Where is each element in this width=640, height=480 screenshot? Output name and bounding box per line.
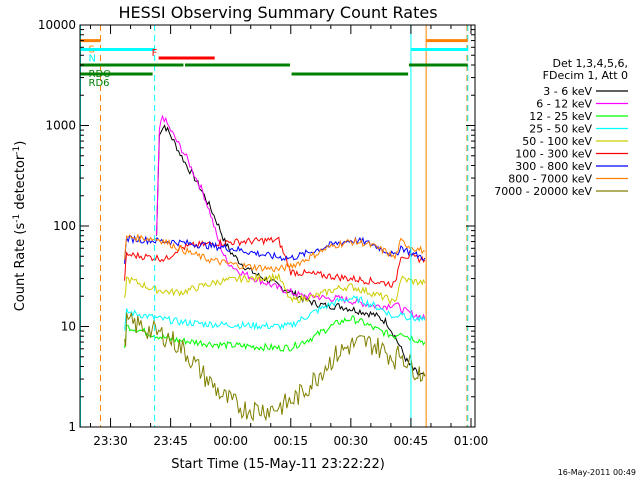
x-tick-label: 23:30 [93, 434, 128, 448]
flag-label-f: F [152, 48, 158, 59]
legend-label-3-6-kev: 3 - 6 keV [543, 85, 592, 98]
chart-title: HESSI Observing Summary Count Rates [118, 3, 437, 22]
series-line-25-50-kev [124, 295, 426, 331]
legend: Det 1,3,4,5,6, FDecim 1, Att 0 3 - 6 keV… [494, 57, 628, 198]
series-line-12-25-kev [124, 315, 426, 352]
flag-bar-layer: SNFRDORD6 [80, 39, 468, 89]
generation-timestamp: 16-May-2011 00:49 [558, 468, 636, 477]
y-tick-label: 10000 [38, 18, 76, 32]
x-tick-label: 00:00 [213, 434, 248, 448]
flag-label-n: N [89, 54, 96, 65]
legend-label-50-100-kev: 50 - 100 keV [522, 135, 592, 148]
x-tick-label: 00:30 [334, 434, 369, 448]
legend-label-12-25-kev: 12 - 25 keV [529, 110, 592, 123]
y-axis-label-sup-1: -1 [12, 214, 22, 223]
legend-label-6-12-kev: 6 - 12 keV [536, 98, 592, 111]
series-line-6-12-kev [156, 114, 426, 321]
legend-label-7000-20000-kev: 7000 - 20000 keV [494, 185, 592, 198]
series-line-100-300-kev [124, 236, 426, 288]
legend-header-line-1: Det 1,3,4,5,6, [552, 57, 628, 70]
series-layer [124, 114, 426, 422]
legend-label-25-50-kev: 25 - 50 keV [529, 123, 592, 136]
x-tick-label: 01:00 [454, 434, 489, 448]
y-tick-label: 1000 [45, 119, 76, 133]
y-axis-label-mid: detector [13, 154, 28, 214]
x-tick-label: 00:45 [394, 434, 429, 448]
series-line-800-7000-kev [124, 234, 426, 273]
series-line-300-800-kev [124, 234, 426, 264]
series-line-7000-20000-kev [124, 312, 426, 422]
x-axis-label: Start Time (15-May-11 23:22:22) [171, 457, 385, 472]
axis-tick-layer: 23:30 23:45 00:00 00:15 00:30 00:45 01:00 1 10 10… [38, 18, 488, 448]
y-axis-label-sup-2: -1 [12, 146, 22, 155]
x-tick-label: 00:15 [273, 434, 308, 448]
legend-header-line-2: FDecim 1, Att 0 [543, 69, 628, 82]
legend-label-800-7000-kev: 800 - 7000 keV [508, 173, 592, 186]
y-tick-label: 1 [68, 420, 76, 434]
y-axis-label-end: ) [13, 141, 28, 146]
y-axis-label: Count Rate (s-1 detector-1) [12, 141, 28, 312]
y-tick-label: 10 [61, 320, 76, 334]
flag-label-rd6: RD6 [89, 78, 110, 89]
series-line-50-100-kev [124, 272, 426, 306]
y-axis-label-main: Count Rate (s [13, 223, 28, 312]
legend-label-300-800-kev: 300 - 800 keV [515, 160, 592, 173]
legend-label-100-300-kev: 100 - 300 keV [515, 148, 592, 161]
x-tick-label: 23:45 [153, 434, 188, 448]
y-tick-label: 100 [53, 219, 76, 233]
